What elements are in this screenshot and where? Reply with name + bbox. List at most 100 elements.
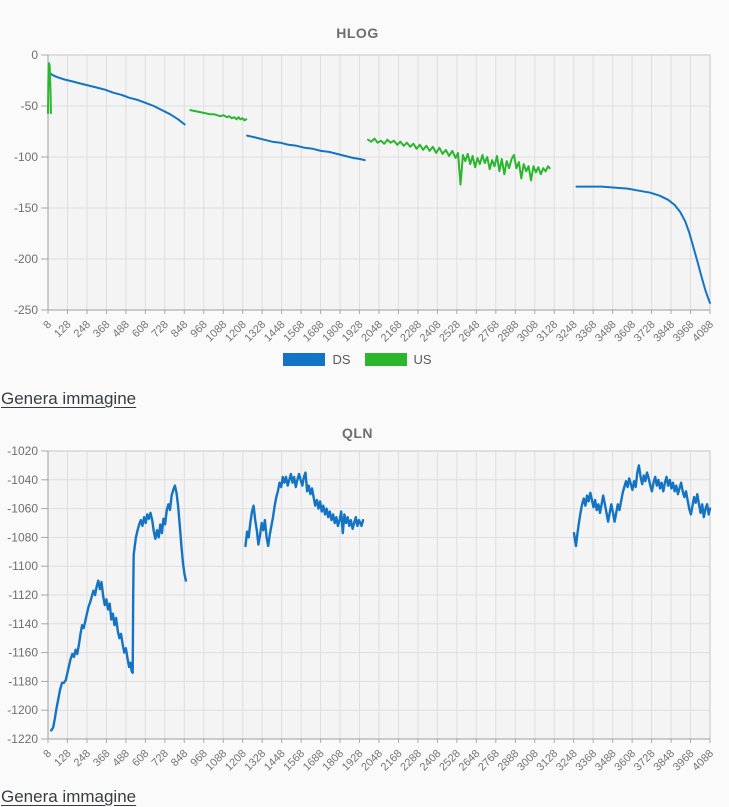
x-axis-tick-label: 2288 — [398, 319, 424, 345]
x-axis-tick-label: 488 — [111, 319, 132, 340]
x-axis-tick-label: 1688 — [301, 748, 327, 774]
us-color-swatch — [364, 353, 407, 366]
x-axis-tick-label: 3368 — [573, 319, 599, 345]
x-axis-tick-label: 8 — [41, 748, 54, 761]
x-axis-tick-label: 8 — [41, 319, 54, 332]
x-axis-tick-label: 848 — [169, 319, 190, 340]
x-axis-tick-label: 3608 — [612, 319, 638, 345]
x-axis-tick-label: 2648 — [457, 748, 483, 774]
x-axis-tick-label: 728 — [149, 319, 170, 340]
x-axis-tick-label: 368 — [91, 748, 112, 769]
y-axis-tick-label: -1160 — [8, 646, 38, 660]
x-axis-tick-label: 2528 — [437, 319, 463, 345]
y-axis-tick-label: -200 — [14, 252, 38, 266]
ds-color-swatch — [283, 353, 326, 366]
x-axis-tick-label: 3128 — [535, 748, 561, 774]
x-axis-tick-label: 1568 — [281, 319, 307, 345]
ds-line-segment — [575, 185, 711, 304]
y-axis-tick-label: -1020 — [7, 444, 38, 458]
x-axis-tick-label: 1928 — [340, 319, 366, 345]
x-axis-tick-label: 3128 — [535, 319, 561, 345]
x-axis-tick-label: 1688 — [301, 319, 327, 345]
x-axis-tick-label: 1448 — [262, 319, 288, 345]
x-axis-tick-label: 4088 — [690, 319, 716, 345]
qln-chart-title: QLN — [341, 425, 374, 441]
y-axis-tick-label: -150 — [14, 201, 38, 215]
x-axis-tick-label: 1808 — [320, 748, 346, 774]
x-axis-tick-label: 128 — [52, 748, 73, 769]
x-axis-tick-label: 2648 — [457, 319, 483, 345]
y-axis-tick-label: -1100 — [8, 559, 38, 573]
x-axis-tick-label: 248 — [72, 748, 93, 769]
x-axis-tick-label: 608 — [130, 319, 151, 340]
x-axis-tick-label: 248 — [72, 319, 93, 340]
ds-legend-label: DS — [332, 352, 351, 367]
qln-line-segment — [50, 484, 188, 732]
us-legend-label: US — [413, 352, 432, 367]
x-axis-tick-label: 3368 — [573, 748, 599, 774]
qln-line-segment — [572, 464, 712, 548]
us-line-segment — [367, 137, 551, 186]
x-axis-tick-label: 3608 — [612, 748, 638, 774]
x-axis-tick-label: 1088 — [204, 319, 230, 345]
qln-line-segment — [244, 471, 365, 548]
x-axis-tick-label: 1448 — [262, 748, 288, 774]
y-axis-tick-label: -1080 — [7, 530, 38, 544]
x-axis-tick-label: 4088 — [690, 748, 716, 774]
x-axis-tick-label: 2408 — [418, 319, 444, 345]
x-axis-tick-label: 1208 — [223, 748, 249, 774]
y-axis-tick-label: -1060 — [7, 502, 38, 516]
x-axis-tick-label: 488 — [111, 748, 132, 769]
x-axis-tick-label: 2408 — [418, 748, 444, 774]
x-axis-tick-label: 3488 — [593, 319, 619, 345]
x-axis-tick-label: 2768 — [476, 319, 502, 345]
x-axis-tick-label: 728 — [149, 748, 170, 769]
x-axis-tick-label: 128 — [52, 319, 73, 340]
x-axis-tick-label: 3848 — [651, 748, 677, 774]
x-axis-tick-label: 1808 — [320, 319, 346, 345]
us-line-segment — [47, 62, 52, 115]
x-axis-tick-label: 1928 — [340, 748, 366, 774]
x-axis-tick-label: 3008 — [515, 319, 541, 345]
x-axis-tick-label: 3968 — [671, 748, 697, 774]
hlog-chart-title: HLOG — [336, 25, 379, 41]
x-axis-tick-label: 3248 — [554, 748, 580, 774]
x-axis-tick-label: 368 — [91, 319, 112, 340]
genera-immagine-link-hlog[interactable]: Genera immagine — [1, 389, 137, 408]
x-axis-tick-label: 3488 — [593, 748, 619, 774]
x-axis-tick-label: 3008 — [515, 748, 541, 774]
y-axis-tick-label: 0 — [31, 48, 38, 62]
ds-line-segment — [246, 134, 366, 162]
y-axis-tick-label: -1140 — [8, 617, 38, 631]
x-axis-tick-label: 1328 — [242, 319, 268, 345]
x-axis-tick-label: 2048 — [359, 319, 385, 345]
x-axis-tick-label: 1088 — [204, 748, 230, 774]
x-axis-tick-label: 2168 — [379, 319, 405, 345]
x-axis-tick-label: 2528 — [437, 748, 463, 774]
y-axis-tick-label: -1180 — [8, 674, 38, 688]
y-axis-tick-label: -1220 — [7, 732, 38, 746]
hlog-chart-plot: 8128248368488608728848968108812081328144… — [14, 48, 716, 345]
legend-item-us: US — [364, 352, 432, 367]
x-axis-tick-label: 2048 — [359, 748, 385, 774]
x-axis-tick-label: 1328 — [242, 748, 268, 774]
y-axis-tick-label: -1040 — [7, 473, 38, 487]
x-axis-tick-label: 3728 — [632, 748, 658, 774]
y-axis-tick-label: -1120 — [8, 588, 38, 602]
x-axis-tick-label: 848 — [169, 748, 190, 769]
ds-line-segment — [49, 72, 186, 126]
x-axis-tick-label: 2888 — [496, 748, 522, 774]
genera-immagine-link-qln[interactable]: Genera immagine — [1, 787, 137, 806]
x-axis-tick-label: 2288 — [398, 748, 424, 774]
x-axis-tick-label: 3968 — [671, 319, 697, 345]
x-axis-tick-label: 3848 — [651, 319, 677, 345]
x-axis-tick-label: 3728 — [632, 319, 658, 345]
x-axis-tick-label: 2168 — [379, 748, 405, 774]
x-axis-tick-label: 2888 — [496, 319, 522, 345]
y-axis-tick-label: -100 — [14, 150, 38, 164]
x-axis-tick-label: 2768 — [476, 748, 502, 774]
qln-chart-plot: 8128248368488608728848968108812081328144… — [7, 444, 716, 774]
x-axis-tick-label: 1208 — [223, 319, 249, 345]
x-axis-tick-label: 1568 — [281, 748, 307, 774]
x-axis-tick-label: 608 — [130, 748, 151, 769]
